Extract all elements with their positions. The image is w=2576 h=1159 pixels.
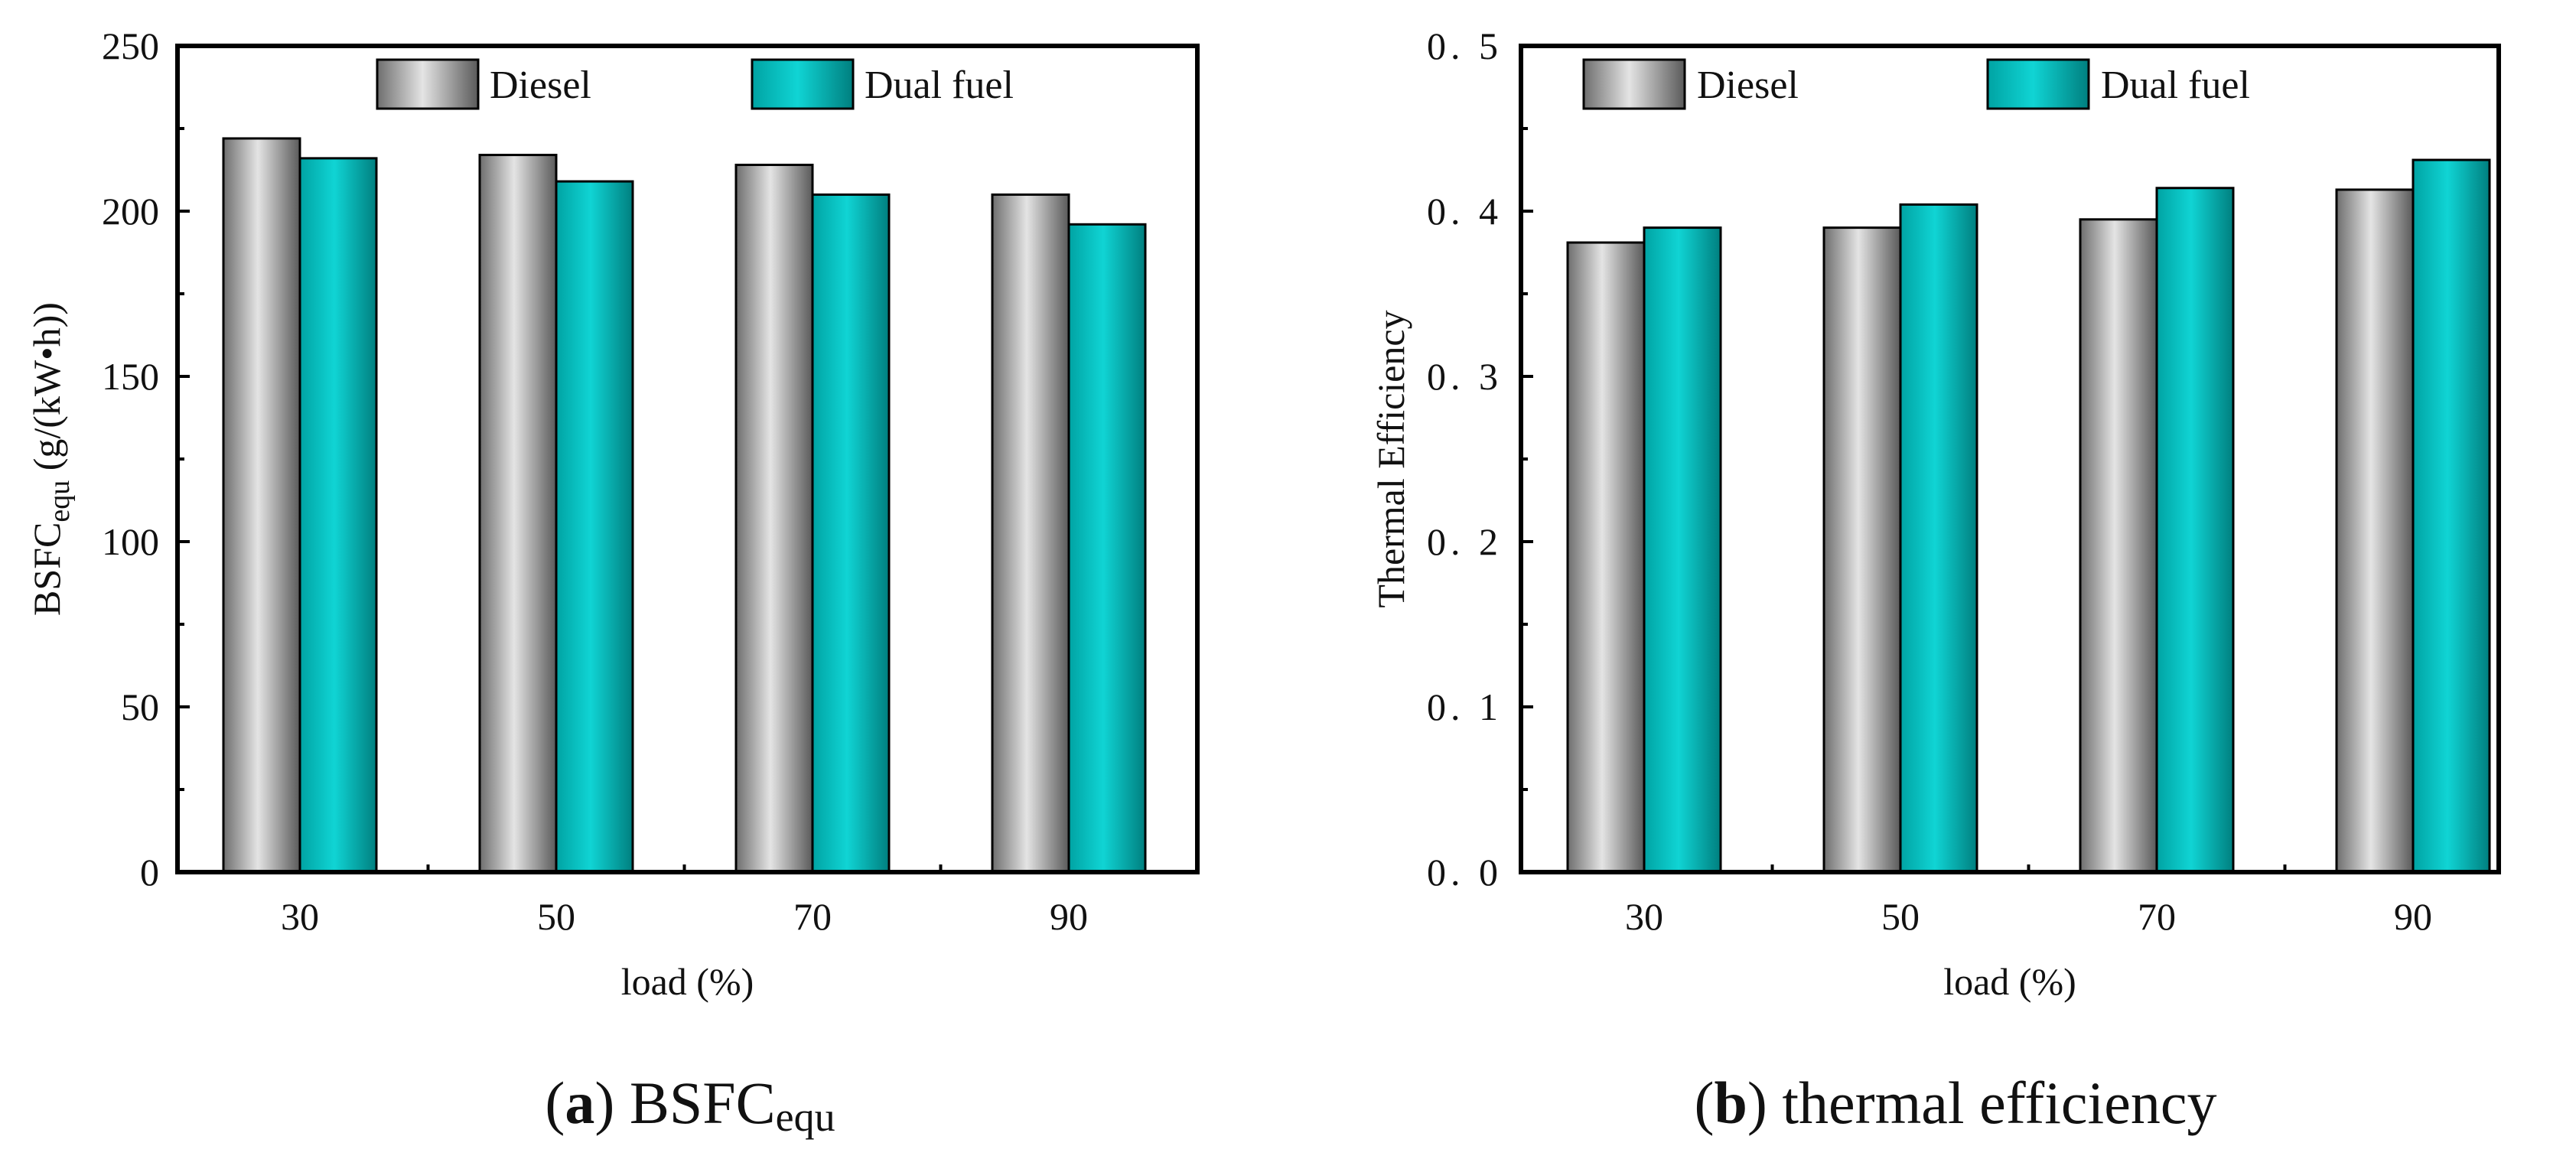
y-axis-title: Thermal Efficiency (1369, 310, 1412, 607)
legend-swatch-diesel (1582, 58, 1686, 110)
bar-diesel-50 (478, 154, 558, 874)
x-tick-label-30: 30 (1625, 895, 1663, 938)
caption-a-letter: a (565, 1069, 594, 1136)
caption-b-text: thermal efficiency (1782, 1069, 2216, 1136)
caption-b-letter: b (1715, 1069, 1747, 1136)
legend-swatch-dual-fuel (751, 58, 855, 110)
bar-dual-fuel-50 (1899, 203, 1978, 874)
y-tick-label: 0. 3 (1427, 355, 1503, 398)
legend-label-dual-fuel: Dual fuel (2101, 63, 2250, 107)
bar-dual-fuel-70 (2155, 187, 2235, 874)
x-tick-label-90: 90 (1050, 895, 1088, 938)
caption-a: (a) BSFCequ (545, 1069, 835, 1140)
y-tick-label: 100 (102, 520, 159, 563)
bar-diesel-30 (1566, 241, 1646, 874)
y-tick-label: 250 (102, 24, 159, 67)
legend-label-diesel: Diesel (1697, 63, 1799, 107)
y-tick-label: 0. 5 (1427, 24, 1503, 67)
legend-swatch-dual-fuel (1986, 58, 2090, 110)
bar-diesel-50 (1822, 226, 1902, 874)
x-tick-label-50: 50 (1881, 895, 1920, 938)
y-axis-title: BSFCequ (g/(kW•h)) (25, 302, 76, 616)
y-tick-label: 0 (140, 851, 159, 894)
bar-dual-fuel-30 (1643, 226, 1722, 874)
x-axis-title: load (%) (621, 960, 754, 1003)
caption-a-sub: equ (776, 1094, 835, 1140)
legend-swatch-diesel (376, 58, 480, 110)
y-tick-label: 0. 0 (1427, 851, 1503, 894)
y-tick-label: 0. 2 (1427, 520, 1503, 563)
bar-diesel-90 (991, 193, 1070, 874)
chart-thermal-efficiency: 30 50 70 90 0. 0 0. 1 0. 2 0. 3 0. 4 0. 5 Diesel Du… (1369, 24, 2501, 1003)
x-axis-title: load (%) (1943, 960, 2076, 1003)
y-tick-label: 0. 1 (1427, 685, 1503, 728)
bar-dual-fuel-30 (298, 157, 378, 874)
legend-label-dual-fuel: Dual fuel (865, 63, 1014, 107)
x-tick-label-90: 90 (2394, 895, 2432, 938)
y-tick-label: 200 (102, 190, 159, 233)
x-tick-label-50: 50 (537, 895, 575, 938)
plot-frame (1519, 44, 2501, 874)
caption-b: (b) thermal efficiency (1695, 1069, 2217, 1136)
bar-dual-fuel-90 (2412, 158, 2491, 874)
y-tick-label: 150 (102, 355, 159, 398)
x-tick-label-70: 70 (793, 895, 832, 938)
bar-diesel-90 (2335, 188, 2415, 874)
caption-a-text: BSFC (630, 1069, 776, 1136)
bar-dual-fuel-50 (555, 180, 634, 874)
bar-dual-fuel-70 (811, 193, 891, 874)
x-tick-label-70: 70 (2138, 895, 2176, 938)
bar-dual-fuel-90 (1067, 223, 1147, 874)
bar-diesel-70 (2079, 218, 2158, 874)
legend-label-diesel: Diesel (490, 63, 591, 107)
chart-bsfc: 30 50 70 90 0 50 100 150 200 250 Diesel Dual fuel lo… (25, 24, 1200, 1003)
bar-diesel-30 (222, 137, 301, 874)
x-tick-label-30: 30 (281, 895, 319, 938)
plot-frame (175, 44, 1200, 874)
y-tick-label: 50 (121, 685, 159, 728)
bar-diesel-70 (734, 164, 814, 874)
y-tick-label: 0. 4 (1427, 190, 1503, 233)
